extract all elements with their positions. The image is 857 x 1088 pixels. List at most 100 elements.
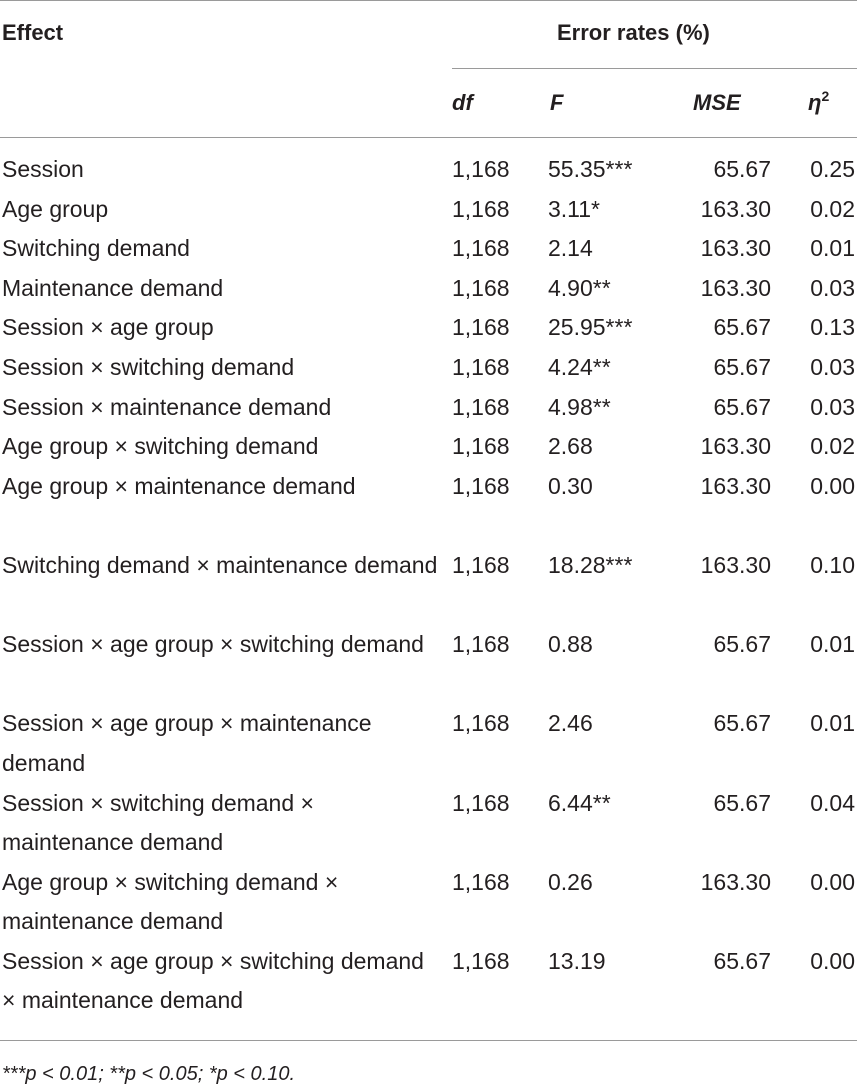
- table-row: Age group × switching demand 1,168 2.68 163…: [0, 427, 857, 467]
- eta-superscript: 2: [821, 88, 830, 104]
- df-cell: 1,168: [452, 710, 510, 737]
- f-cell: 4.90**: [548, 274, 611, 301]
- mse-cell: 65.67: [713, 393, 771, 420]
- eta-cell: 0.01: [810, 631, 855, 658]
- mse-cell: 65.67: [713, 631, 771, 658]
- f-cell: 2.68: [548, 433, 593, 460]
- f-cell: 13.19: [548, 947, 606, 974]
- mse-cell: 163.30: [700, 868, 771, 895]
- eta-cell: 0.03: [810, 274, 855, 301]
- df-cell: 1,168: [452, 789, 510, 816]
- table-row: Session × age group × maintenance demand…: [0, 704, 857, 783]
- eta-cell: 0.02: [810, 195, 855, 222]
- df-cell: 1,168: [452, 195, 510, 222]
- table-row: Session × age group 1,168 25.95*** 65.67 0.1…: [0, 308, 857, 348]
- f-cell: 3.11*: [548, 195, 601, 222]
- table-row: Age group 1,168 3.11* 163.30 0.02: [0, 190, 857, 230]
- effect-cell: Switching demand × maintenance demand: [2, 551, 438, 578]
- effect-cell: Session × age group × maintenance demand: [2, 710, 372, 776]
- eta-cell: 0.01: [810, 235, 855, 262]
- eta-symbol: η: [808, 90, 822, 115]
- effect-cell: Session × maintenance demand: [2, 393, 332, 420]
- table-row: Session × switching demand 1,168 4.24** 65.…: [0, 348, 857, 388]
- bottom-rule: [0, 1040, 857, 1041]
- df-cell: 1,168: [452, 353, 510, 380]
- eta-cell: 0.25: [810, 156, 855, 182]
- mse-cell: 65.67: [713, 156, 771, 182]
- df-cell: 1,168: [452, 472, 510, 499]
- f-cell: 2.46: [548, 710, 593, 737]
- f-cell: 25.95***: [548, 314, 633, 341]
- table-body: Session 1,168 55.35*** 65.67 0.25 Age group 1,…: [0, 150, 857, 1021]
- effect-cell: Age group × maintenance demand: [2, 472, 356, 499]
- f-cell: 2.14: [548, 235, 593, 262]
- f-cell: 55.35***: [548, 156, 633, 182]
- mse-cell: 65.67: [713, 353, 771, 380]
- effect-cell: Session: [2, 156, 84, 182]
- table-row: Switching demand × maintenance demand 1,1…: [0, 546, 857, 625]
- eta-cell: 0.00: [810, 868, 855, 895]
- f-cell: 4.24**: [548, 353, 611, 380]
- table-row: Session × age group × switching demand 1,…: [0, 625, 857, 704]
- group-header-rule: [452, 68, 857, 69]
- table-row: Session 1,168 55.35*** 65.67 0.25: [0, 150, 857, 190]
- table-row: Session × maintenance demand 1,168 4.98** 6…: [0, 388, 857, 428]
- df-cell: 1,168: [452, 274, 510, 301]
- df-cell: 1,168: [452, 393, 510, 420]
- col-header-df: df: [452, 90, 473, 115]
- effect-cell: Session × age group × switching demand ×…: [2, 947, 424, 1014]
- col-header-mse: MSE: [693, 90, 741, 115]
- effect-cell: Age group × switching demand × maintenan…: [2, 868, 339, 935]
- table-row: Maintenance demand 1,168 4.90** 163.30 0.03: [0, 269, 857, 309]
- table-row: Session × switching demand × maintenance…: [0, 784, 857, 863]
- table-row: Age group × maintenance demand 1,168 0.30 1…: [0, 467, 857, 546]
- mse-cell: 163.30: [700, 195, 771, 222]
- eta-cell: 0.03: [810, 353, 855, 380]
- header-rule: [0, 137, 857, 138]
- df-cell: 1,168: [452, 433, 510, 460]
- effect-cell: Age group × switching demand: [2, 433, 319, 460]
- eta-cell: 0.04: [810, 789, 855, 816]
- df-cell: 1,168: [452, 947, 510, 974]
- mse-cell: 163.30: [700, 433, 771, 460]
- mse-cell: 65.67: [713, 314, 771, 341]
- df-cell: 1,168: [452, 868, 510, 895]
- eta-cell: 0.00: [810, 947, 855, 974]
- f-cell: 18.28***: [548, 551, 633, 578]
- effect-cell: Session × switching demand: [2, 353, 295, 380]
- df-cell: 1,168: [452, 156, 510, 182]
- eta-cell: 0.13: [810, 314, 855, 341]
- col-header-eta: η2: [808, 88, 830, 118]
- effect-cell: Session × age group × switching demand: [2, 631, 424, 658]
- table-row: Switching demand 1,168 2.14 163.30 0.01: [0, 229, 857, 269]
- effect-cell: Session × switching demand × maintenance…: [2, 789, 314, 856]
- df-cell: 1,168: [452, 314, 510, 341]
- mse-cell: 163.30: [700, 274, 771, 301]
- df-cell: 1,168: [452, 631, 510, 658]
- f-cell: 4.98**: [548, 393, 611, 420]
- eta-cell: 0.00: [810, 472, 855, 499]
- mse-cell: 163.30: [700, 551, 771, 578]
- eta-cell: 0.02: [810, 433, 855, 460]
- effect-cell: Maintenance demand: [2, 274, 224, 301]
- eta-cell: 0.01: [810, 710, 855, 737]
- f-cell: 0.30: [548, 472, 593, 499]
- f-cell: 0.88: [548, 631, 593, 658]
- mse-cell: 65.67: [713, 710, 771, 737]
- col-header-f: F: [550, 90, 564, 115]
- mse-cell: 163.30: [700, 472, 771, 499]
- df-cell: 1,168: [452, 235, 510, 262]
- mse-cell: 65.67: [713, 789, 771, 816]
- mse-cell: 163.30: [700, 235, 771, 262]
- footnote: ***p < 0.01; **p < 0.05; *p < 0.10.: [2, 1063, 296, 1085]
- table-row: Age group × switching demand × maintenan…: [0, 863, 857, 942]
- effect-header: Effect: [2, 20, 64, 45]
- df-cell: 1,168: [452, 551, 510, 578]
- error-rates-header: Error rates (%): [557, 20, 710, 45]
- effect-cell: Session × age group: [2, 314, 214, 341]
- mse-cell: 65.67: [713, 947, 771, 974]
- eta-cell: 0.10: [810, 551, 855, 578]
- top-rule: [0, 0, 857, 1]
- effect-cell: Switching demand: [2, 235, 190, 262]
- eta-cell: 0.03: [810, 393, 855, 420]
